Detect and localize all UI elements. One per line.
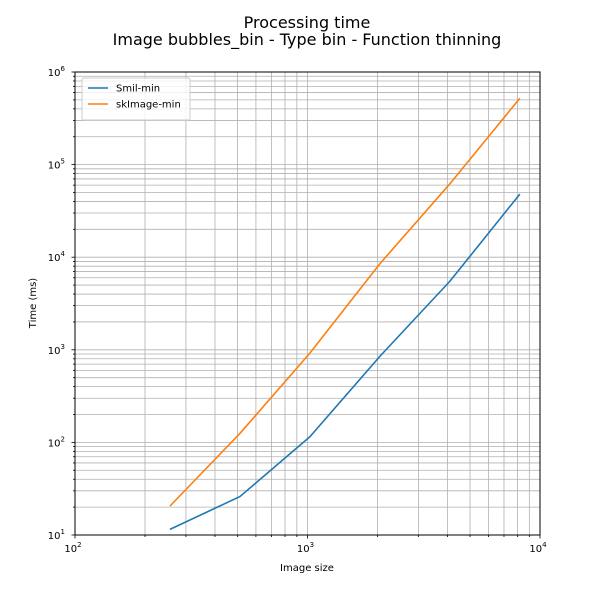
x-tick-label: 103 [297, 541, 314, 555]
y-tick-label: 102 [48, 435, 65, 449]
y-tick-label: 104 [48, 250, 66, 264]
legend: Smil-min skImage-min [81, 77, 191, 121]
legend-label: Smil-min [116, 84, 160, 95]
y-axis-label: Time (ms) [28, 278, 39, 330]
y-tick-label: 101 [48, 528, 65, 542]
series-line-skimage-min [169, 97, 521, 507]
series-line-smil-min [169, 193, 521, 531]
x-tick-label: 104 [529, 541, 547, 555]
legend-label: skImage-min [116, 100, 181, 111]
series-group [169, 97, 521, 531]
chart-title: Processing time [244, 13, 371, 32]
legend-box [81, 77, 191, 121]
y-tick-label: 105 [48, 158, 65, 172]
chart-subtitle: Image bubbles_bin - Type bin - Function … [113, 30, 502, 50]
y-tick-label: 106 [48, 65, 66, 79]
grid [74, 71, 541, 536]
x-tick-label: 102 [64, 541, 81, 555]
x-axis-label: Image size [280, 563, 334, 574]
y-tick-label: 103 [48, 343, 65, 357]
